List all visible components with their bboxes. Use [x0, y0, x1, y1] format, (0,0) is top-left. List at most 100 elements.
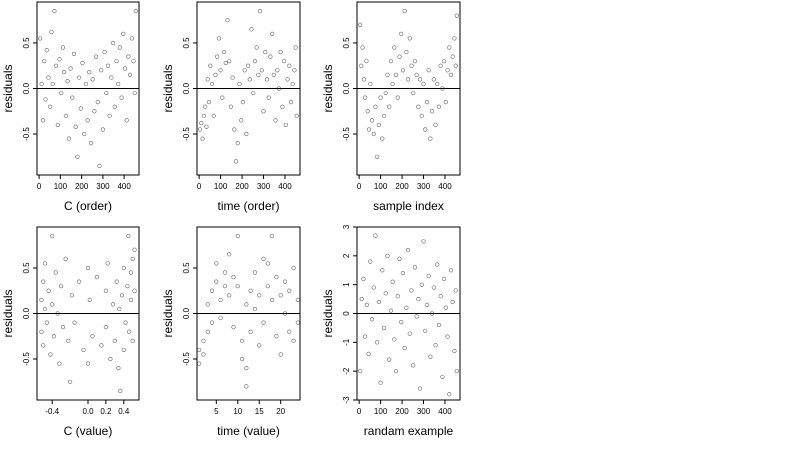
data-point — [72, 320, 77, 325]
x-axis-label: C (value) — [64, 424, 113, 438]
data-point — [393, 369, 399, 374]
data-point — [50, 81, 55, 87]
data-point — [127, 329, 132, 334]
data-point — [430, 311, 435, 316]
y-tick-label: -0.5 — [342, 127, 351, 141]
x-tick-label: 20 — [276, 407, 285, 416]
scatter-panel-4: -0.4 0.0 0.2 0.4 -0.5 0.0 0.5 C (value) residual… — [1, 226, 140, 438]
data-point — [57, 361, 62, 366]
data-point — [404, 305, 409, 310]
data-point — [291, 265, 296, 271]
scatter-panel-1: 0 100 200 300 400 -0.5 0.0 0.5 C (order) residual… — [1, 1, 140, 213]
data-point — [368, 81, 373, 87]
y-tick-label: 1 — [342, 282, 351, 287]
data-point — [407, 36, 412, 41]
data-point — [209, 81, 215, 87]
data-point — [276, 86, 282, 91]
data-point — [215, 54, 220, 59]
data-point — [242, 68, 247, 73]
data-point — [107, 113, 112, 118]
data-point — [52, 9, 57, 14]
data-point — [201, 338, 206, 343]
data-point — [204, 124, 209, 129]
x-tick-label: 100 — [214, 182, 228, 191]
x-tick-label: 0.2 — [100, 407, 112, 416]
data-point — [261, 109, 266, 114]
data-point — [110, 302, 116, 307]
data-point — [436, 322, 442, 328]
data-point — [93, 54, 99, 59]
x-tick-label: 100 — [374, 407, 388, 416]
data-point — [222, 270, 227, 275]
data-point — [257, 343, 262, 348]
data-point — [95, 100, 100, 105]
data-point — [282, 59, 287, 64]
data-point — [102, 49, 107, 55]
data-point — [257, 9, 263, 14]
data-point — [244, 384, 249, 389]
data-point — [438, 63, 443, 68]
x-tick-label: 100 — [374, 182, 388, 191]
y-tick-label: 0.0 — [182, 82, 191, 94]
data-point — [65, 79, 70, 84]
data-point — [285, 77, 290, 82]
data-point — [445, 334, 450, 339]
data-point — [390, 279, 395, 284]
data-point — [216, 36, 221, 41]
data-point — [76, 75, 82, 80]
data-point — [92, 109, 97, 114]
x-tick-label: 400 — [438, 182, 452, 191]
data-point — [423, 328, 428, 333]
data-point — [416, 104, 421, 109]
data-point — [118, 388, 123, 393]
data-point — [393, 72, 399, 77]
data-point — [373, 233, 378, 238]
y-tick-label: 0.5 — [22, 262, 31, 274]
data-point — [66, 338, 71, 343]
x-tick-label: 0 — [197, 182, 202, 191]
data-point — [119, 95, 124, 100]
data-point — [244, 366, 249, 371]
data-point — [73, 124, 78, 129]
y-tick-label: -2 — [342, 367, 351, 375]
data-point — [214, 279, 219, 284]
x-axis-label: randam example — [364, 424, 454, 438]
data-point — [227, 59, 232, 64]
data-point — [365, 109, 370, 114]
data-point — [80, 60, 85, 66]
data-point — [273, 118, 278, 123]
data-point — [88, 141, 94, 146]
data-point — [100, 127, 105, 132]
data-point — [60, 325, 66, 330]
data-point — [399, 31, 404, 36]
data-point — [368, 259, 373, 264]
data-point — [424, 302, 430, 307]
data-point — [404, 49, 409, 55]
data-point — [109, 75, 114, 80]
data-point — [239, 356, 245, 362]
data-point — [206, 100, 212, 105]
data-point — [295, 320, 300, 325]
data-point — [426, 68, 431, 73]
data-point — [69, 293, 74, 298]
data-point — [54, 63, 59, 68]
data-point — [421, 239, 426, 244]
data-point — [130, 256, 135, 261]
data-point — [431, 77, 436, 82]
data-point — [114, 59, 119, 64]
data-point — [227, 252, 232, 257]
data-point — [114, 279, 119, 284]
data-point — [361, 77, 366, 82]
data-point — [209, 288, 215, 293]
data-point — [235, 141, 240, 146]
x-tick-label: 15 — [255, 407, 264, 416]
data-point — [230, 75, 235, 80]
data-point — [359, 63, 364, 68]
data-point — [261, 320, 266, 325]
data-point — [85, 118, 90, 123]
data-point — [443, 100, 448, 105]
data-point — [395, 95, 400, 100]
data-point — [38, 36, 43, 41]
data-point — [443, 305, 448, 310]
data-point — [448, 72, 454, 77]
